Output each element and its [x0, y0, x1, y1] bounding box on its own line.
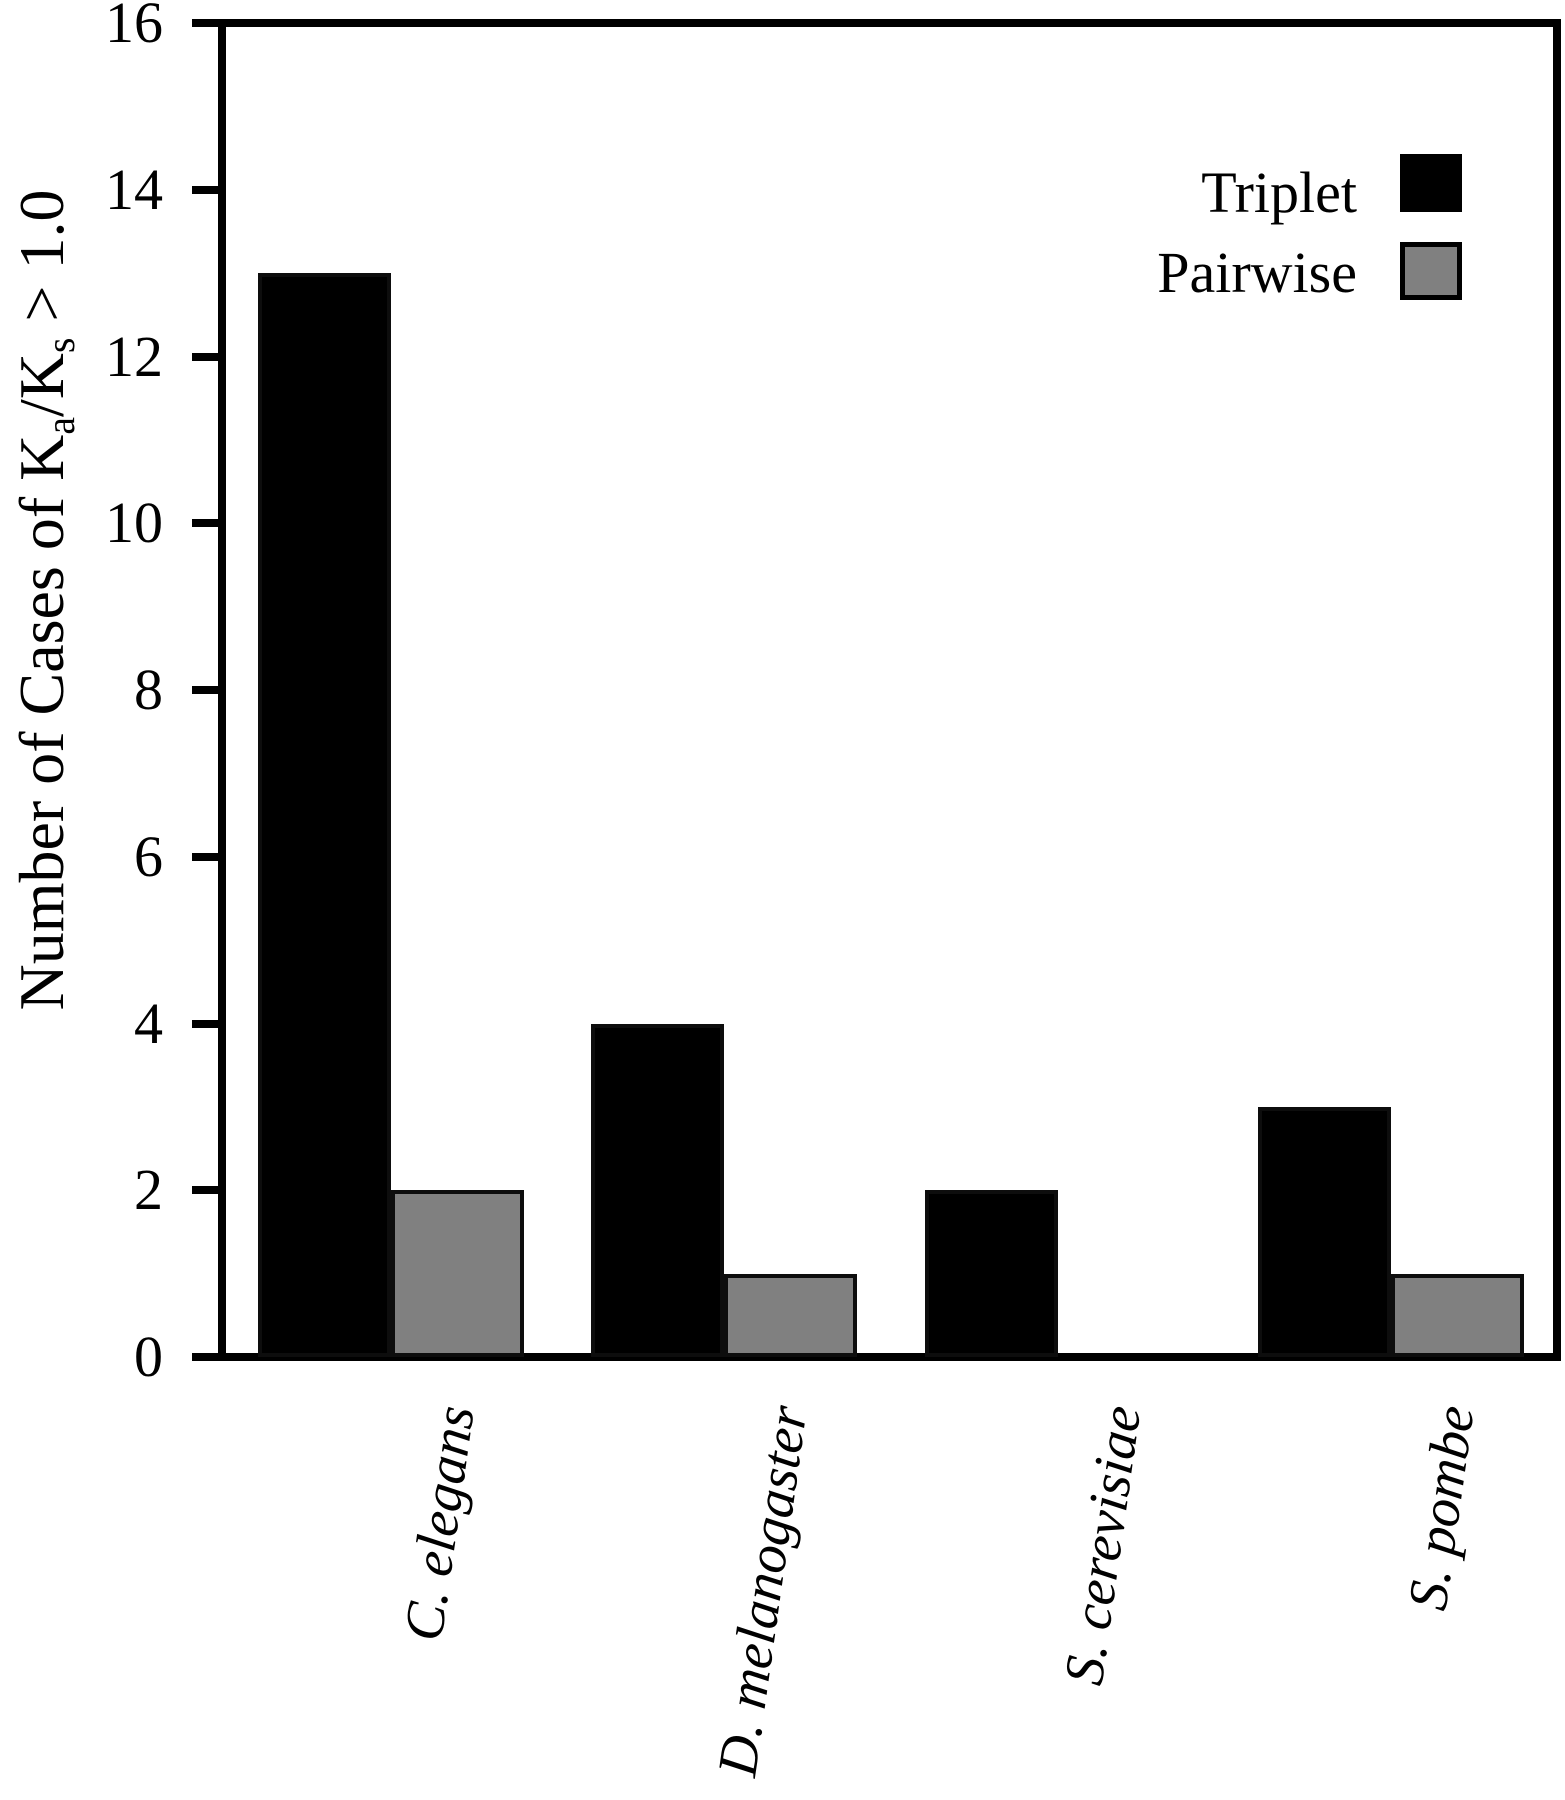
- y-tick-mark: [192, 1019, 222, 1028]
- y-tick-mark: [192, 19, 222, 27]
- y-tick-label: 16: [105, 0, 163, 55]
- legend-swatch-triplet: [1400, 154, 1462, 212]
- y-tick-label: 8: [134, 657, 163, 722]
- x-category-label-1: C. elegans: [392, 1401, 487, 1645]
- bar-triplet-4: [1257, 1106, 1391, 1357]
- legend-label-pairwise: Pairwise: [1157, 240, 1357, 305]
- y-tick-mark: [192, 352, 222, 361]
- legend-swatch-pairwise: [1400, 242, 1462, 300]
- y-tick-label: 0: [134, 1324, 163, 1389]
- y-tick-label: 2: [134, 1157, 163, 1223]
- y-tick-mark: [192, 1353, 222, 1361]
- x-category-label-3: S. cerevisiae: [1052, 1401, 1154, 1689]
- y-tick-mark: [192, 519, 222, 528]
- bar-pairwise-4: [1390, 1273, 1524, 1357]
- y-tick-mark: [192, 185, 222, 194]
- y-tick-label: 10: [105, 490, 163, 556]
- y-tick-mark: [192, 852, 222, 861]
- bar-pairwise-2: [724, 1273, 858, 1357]
- y-tick-mark: [192, 1186, 222, 1195]
- y-tick-label: 14: [105, 156, 163, 222]
- y-tick-mark: [192, 686, 222, 694]
- legend-label-triplet: Triplet: [1201, 160, 1357, 225]
- y-tick-label: 6: [134, 823, 163, 889]
- plot-frame: [218, 19, 1561, 1361]
- bar-triplet-2: [591, 1023, 725, 1357]
- bar-triplet-3: [924, 1190, 1058, 1357]
- bar-pairwise-1: [391, 1190, 524, 1357]
- x-category-label-2: D. melanogaster: [706, 1401, 820, 1781]
- x-category-label-4: S. pombe: [1396, 1401, 1487, 1614]
- y-tick-label: 12: [105, 323, 163, 389]
- y-tick-label: 4: [134, 990, 163, 1056]
- bar-triplet-1: [258, 273, 391, 1357]
